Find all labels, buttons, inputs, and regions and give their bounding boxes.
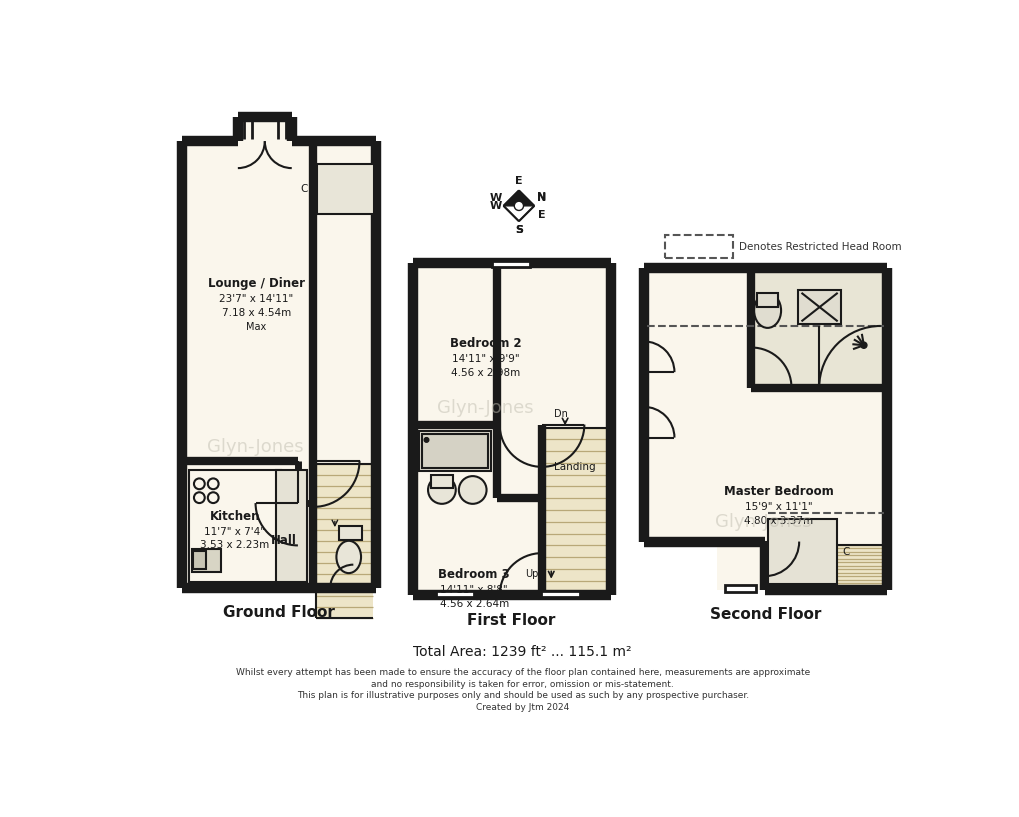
Text: 4.56 x 2.98m: 4.56 x 2.98m [450,368,520,378]
Text: 7.18 x 4.54m: 7.18 x 4.54m [221,308,290,318]
Bar [413,263,610,596]
Text: Master Bedroom: Master Bedroom [722,485,833,498]
Text: E: E [515,176,522,186]
Bar [643,268,716,542]
Text: 3.53 x 2.23m: 3.53 x 2.23m [200,540,269,551]
Text: Lounge / Diner: Lounge / Diner [208,277,305,290]
Text: N: N [537,192,546,202]
Text: C: C [300,184,308,194]
Text: and no responsibility is taken for error, omission or mis-statement.: and no responsibility is taken for error… [371,680,674,689]
Circle shape [459,476,486,504]
Bar [664,235,733,258]
Bar [276,470,307,582]
Bar [435,591,474,597]
Text: 23'7" x 14'11": 23'7" x 14'11" [219,294,293,304]
Text: C: C [842,547,849,556]
Bar [544,427,607,592]
Bar [767,545,883,587]
Bar [317,164,374,214]
Text: Glyn-Jones: Glyn-Jones [437,399,534,417]
Bar [316,515,373,583]
Text: Ground Floor: Ground Floor [223,605,335,620]
Text: Total Area: 1239 ft² ... 115.1 m²: Total Area: 1239 ft² ... 115.1 m² [413,645,632,659]
Text: 11'7" x 7'4": 11'7" x 7'4" [204,526,265,537]
Text: Up: Up [525,569,538,579]
Text: Denotes Restricted Head Room: Denotes Restricted Head Room [739,242,901,252]
Text: Max: Max [246,322,266,332]
Text: 14'11" x 8'8": 14'11" x 8'8" [440,585,507,595]
Bar [422,434,488,467]
Text: W: W [489,201,501,211]
Text: Bedroom 2: Bedroom 2 [449,337,521,350]
Bar [338,526,362,540]
Text: S: S [515,225,523,235]
Text: Whilst every attempt has been made to ensure the accuracy of the floor plan cont: Whilst every attempt has been made to en… [235,668,809,677]
Text: Glyn-Jones: Glyn-Jones [207,438,304,456]
Bar [491,261,530,267]
Text: Landing: Landing [553,462,594,472]
Bar [192,549,221,573]
Bar [716,268,887,590]
Text: 4.56 x 2.64m: 4.56 x 2.64m [439,599,508,609]
Circle shape [428,476,455,504]
Ellipse shape [336,541,361,574]
Text: Second Floor: Second Floor [709,607,820,623]
Bar [193,551,205,569]
Bar [189,470,280,582]
Circle shape [860,342,866,348]
Text: Dn: Dn [553,408,568,419]
Bar [756,292,777,306]
Text: Kitchen: Kitchen [209,510,260,523]
Bar [431,475,452,489]
Bar [767,520,836,584]
Text: W: W [489,193,501,203]
Text: 15'9" x 11'1": 15'9" x 11'1" [744,502,811,512]
Circle shape [424,438,428,442]
Bar [182,141,376,587]
Text: S: S [515,225,523,235]
Text: N: N [537,193,546,203]
Bar [316,464,373,618]
Polygon shape [503,190,534,206]
Text: 4.80 x 3.37m: 4.80 x 3.37m [743,516,812,526]
Polygon shape [503,206,534,221]
Bar [237,117,291,141]
Text: Glyn-Jones: Glyn-Jones [714,513,810,531]
Text: This plan is for illustrative purposes only and should be used as such by any pr: This plan is for illustrative purposes o… [297,691,748,700]
Text: 14'11" x 9'9": 14'11" x 9'9" [451,354,519,364]
Text: Hall: Hall [271,534,297,547]
Text: Created by Jtm 2024: Created by Jtm 2024 [476,703,569,712]
Text: E: E [538,210,545,220]
Bar [419,431,491,471]
Bar [725,586,755,592]
Bar [798,290,840,324]
Text: Bedroom 3: Bedroom 3 [438,568,510,581]
Text: First Floor: First Floor [467,613,554,627]
Circle shape [514,201,523,211]
Ellipse shape [753,293,781,328]
Bar [541,591,579,597]
Bar [751,268,887,387]
